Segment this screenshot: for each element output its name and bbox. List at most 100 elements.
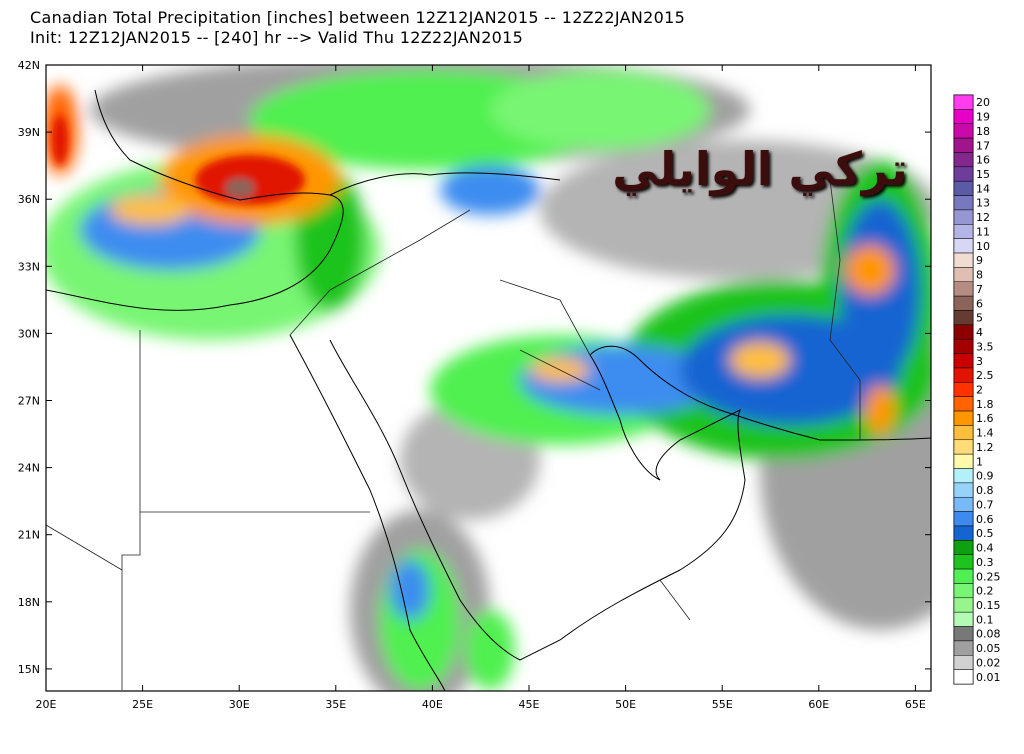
map-frame [45, 64, 932, 692]
colorbar-swatch [953, 396, 974, 412]
colorbar-label: 0.6 [976, 513, 994, 526]
colorbar-label: 13 [976, 197, 990, 210]
colorbar-label: 4 [976, 326, 983, 339]
colorbar-swatch [953, 180, 974, 196]
colorbar-swatch [953, 410, 974, 426]
colorbar-swatch [953, 655, 974, 670]
colorbar-swatch [953, 166, 974, 182]
colorbar-label: 11 [976, 225, 990, 238]
lon-label: 25E [132, 698, 153, 711]
colorbar-swatch [953, 195, 974, 211]
colorbar-swatch [953, 468, 974, 484]
colorbar-swatch [953, 611, 974, 627]
colorbar-swatch [953, 137, 974, 153]
colorbar-label: 0.25 [976, 570, 1001, 583]
colorbar-label: 0.5 [976, 527, 994, 540]
colorbar-swatch [953, 109, 974, 124]
colorbar-swatch [953, 540, 974, 555]
colorbar-label: 1 [976, 455, 983, 468]
lat-label: 33N [18, 260, 40, 273]
colorbar-label: 0.3 [976, 556, 994, 569]
lon-label: 35E [325, 698, 346, 711]
lon-label: 40E [422, 698, 443, 711]
colorbar-swatch [953, 583, 974, 599]
lat-label: 39N [18, 126, 40, 139]
lon-label: 30E [229, 698, 250, 711]
colorbar-swatch [953, 511, 974, 527]
colorbar-label: 15 [976, 168, 990, 181]
colorbar-label: 1.6 [976, 412, 994, 425]
map-title: Canadian Total Precipitation [inches] be… [30, 8, 686, 27]
colorbar-swatch [953, 568, 974, 584]
colorbar-swatch [953, 626, 974, 642]
coastlines [46, 89, 931, 691]
colorbar-label: 12 [976, 211, 990, 224]
colorbar-label: 1.4 [976, 427, 994, 440]
lat-label: 21N [18, 529, 40, 542]
colorbar-label: 0.01 [976, 671, 1001, 684]
colorbar-swatch [953, 453, 974, 469]
colorbar-swatch [953, 597, 974, 613]
colorbar-label: 0.4 [976, 542, 994, 555]
lat-label: 36N [18, 193, 40, 206]
colorbar-label: 0.2 [976, 585, 994, 598]
colorbar-swatch [953, 152, 974, 168]
colorbar-swatch [953, 238, 974, 254]
colorbar-label: 17 [976, 139, 990, 152]
lon-label: 55E [712, 698, 733, 711]
colorbar-swatch [953, 367, 974, 383]
colorbar-label: 14 [976, 182, 990, 195]
colorbar-label: 6 [976, 297, 983, 310]
colorbar-label: 19 [976, 111, 990, 124]
colorbar-swatch [953, 439, 974, 455]
lat-label: 30N [18, 327, 40, 340]
colorbar-swatch [953, 338, 974, 354]
colorbar-swatch [953, 310, 974, 326]
lon-label: 65E [905, 698, 926, 711]
colorbar-label: 0.15 [976, 599, 1001, 612]
colorbar-swatch [953, 482, 974, 498]
colorbar-swatch [953, 382, 974, 397]
colorbar-swatch [953, 94, 974, 110]
lat-label: 18N [18, 596, 40, 609]
colorbar-swatch [953, 281, 974, 297]
colorbar-label: 0.7 [976, 498, 994, 511]
colorbar-label: 18 [976, 125, 990, 138]
colorbar-swatch [953, 640, 974, 656]
colorbar-label: 1.8 [976, 398, 994, 411]
colorbar-swatch [953, 267, 974, 283]
colorbar-label: 16 [976, 154, 990, 167]
colorbar-swatch [953, 669, 974, 685]
colorbar-swatch [953, 496, 974, 512]
colorbar-label: 3.5 [976, 340, 994, 353]
colorbar-swatch [953, 224, 974, 239]
colorbar-label: 0.1 [976, 613, 994, 626]
lat-label: 42N [18, 59, 40, 72]
watermark: تركي الوايلي [612, 142, 907, 196]
colorbar-label: 0.9 [976, 470, 994, 483]
lat-label: 27N [18, 395, 40, 408]
lon-label: 60E [808, 698, 829, 711]
colorbar-label: 0.8 [976, 484, 994, 497]
colorbar-swatch [953, 324, 974, 340]
colorbar-label: 7 [976, 283, 983, 296]
colorbar-label: 2 [976, 384, 983, 397]
colorbar-swatch [953, 353, 974, 369]
colorbar-label: 9 [976, 254, 983, 267]
colorbar-swatch [953, 209, 974, 225]
colorbar-label: 0.05 [976, 642, 1001, 655]
colorbar-label: 5 [976, 312, 983, 325]
colorbar-label: 1.2 [976, 441, 994, 454]
colorbar-swatch [953, 525, 974, 541]
colorbar-swatch [953, 123, 974, 139]
colorbar-swatch [953, 554, 974, 570]
colorbar-swatch [953, 252, 974, 268]
colorbar-label: 0.02 [976, 656, 1001, 669]
lat-label: 15N [18, 663, 40, 676]
lon-label: 45E [519, 698, 540, 711]
lon-label: 50E [615, 698, 636, 711]
lat-label: 24N [18, 462, 40, 475]
colorbar-label: 8 [976, 269, 983, 282]
